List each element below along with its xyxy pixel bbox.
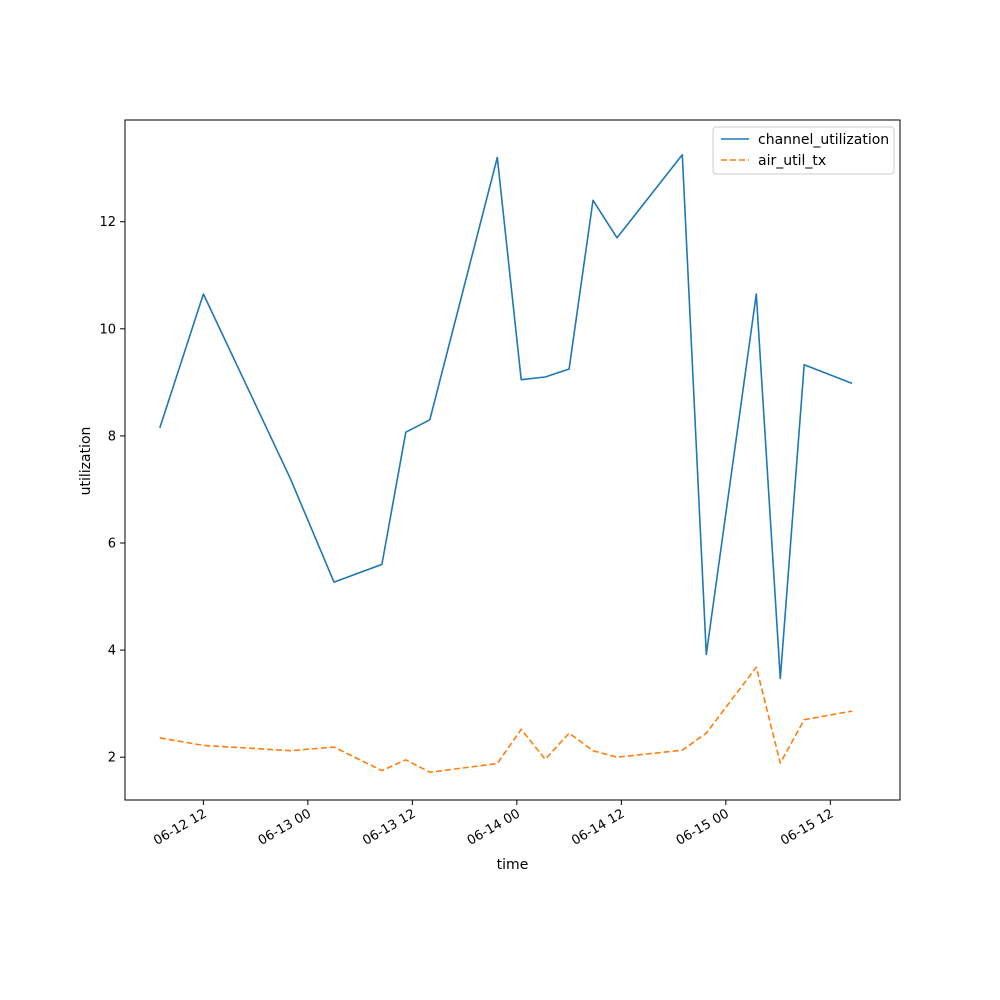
series-line-air_util_tx bbox=[159, 666, 853, 774]
series-line-channel_utilization bbox=[159, 154, 853, 680]
legend-label-channel_utilization: channel_utilization bbox=[758, 132, 889, 148]
y-tick-label: 12 bbox=[99, 215, 116, 230]
x-axis-title: time bbox=[497, 857, 529, 873]
y-tick-label: 10 bbox=[99, 322, 116, 337]
y-tick-label: 8 bbox=[108, 429, 116, 444]
x-tick-label: 06-12 12 bbox=[151, 806, 209, 848]
x-tick-label: 06-13 12 bbox=[360, 806, 418, 848]
y-tick-label: 6 bbox=[108, 536, 116, 551]
y-tick-label: 4 bbox=[108, 644, 116, 659]
y-axis-title: utilization bbox=[78, 427, 94, 496]
x-tick-label: 06-14 12 bbox=[569, 806, 627, 848]
y-tick-label: 2 bbox=[108, 751, 116, 766]
x-tick-label: 06-15 00 bbox=[674, 806, 732, 848]
legend: channel_utilization air_util_tx bbox=[712, 126, 895, 175]
legend-label-air_util_tx: air_util_tx bbox=[758, 153, 826, 169]
plot-frame bbox=[124, 119, 901, 801]
series-layer bbox=[159, 154, 853, 774]
x-tick-label: 06-15 12 bbox=[778, 806, 836, 848]
x-tick-label: 06-14 00 bbox=[465, 806, 523, 848]
legend-box bbox=[712, 126, 895, 175]
x-tick-label: 06-13 00 bbox=[256, 806, 314, 848]
axes-layer: 2 4 6 8 10 12 06-12 12 06-13 00 06-13 12 06-14 00… bbox=[99, 119, 901, 849]
